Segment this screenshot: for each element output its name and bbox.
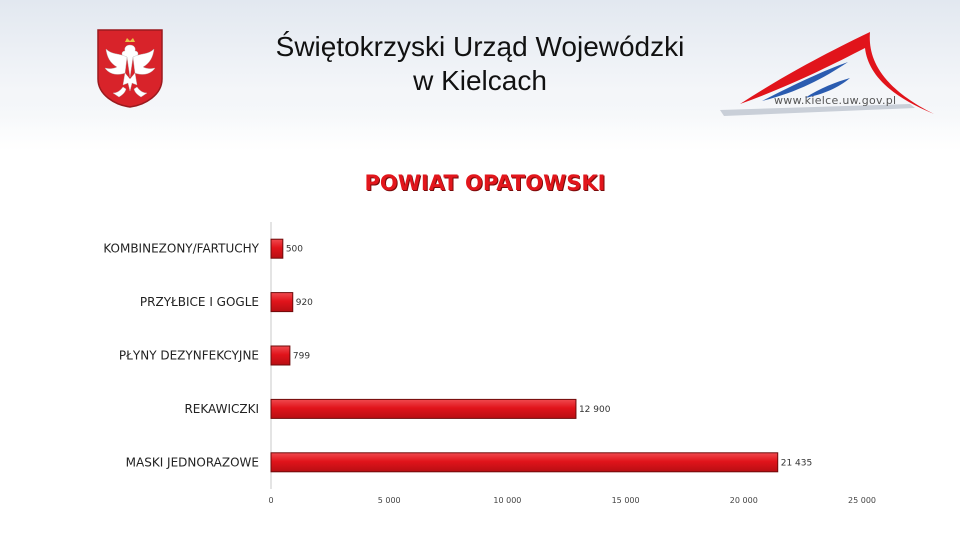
x-tick-label-1: 5 000 [378,496,401,505]
category-label-4: MASKI JEDNORAZOWE [126,455,259,469]
x-tick-label-2: 10 000 [493,496,521,505]
white-eagle-emblem-icon [97,29,163,108]
organization-title: Świętokrzyski Urząd Wojewódzki w Kielcac… [180,30,780,98]
bar-4 [270,452,779,473]
x-tick-label-5: 25 000 [848,496,876,505]
bar-3 [270,398,577,419]
organization-title-line1: Świętokrzyski Urząd Wojewódzki [275,31,685,62]
bar-0 [270,238,284,259]
chart-title: POWIAT OPATOWSKI [364,171,606,195]
x-tick-label-3: 15 000 [612,496,640,505]
mountain-logo-icon [720,32,934,116]
value-label-1: 920 [296,298,313,308]
bar-2 [270,345,291,366]
category-label-2: PŁYNY DEZYNFEKCYJNE [119,349,259,363]
category-label-3: REKAWICZKI [184,402,259,416]
value-label-0: 500 [286,245,303,255]
x-tick-label-4: 20 000 [730,496,758,505]
category-label-1: PRZYŁBICE I GOGLE [140,295,259,309]
organization-title-line2: w Kielcach [413,65,547,96]
x-tick-label-0: 0 [268,496,273,505]
website-url: www.kielce.uw.gov.pl [774,94,897,107]
value-label-2: 799 [293,352,310,362]
category-label-0: KOMBINEZONY/FARTUCHY [103,242,259,256]
value-label-4: 21 435 [781,458,813,468]
value-label-3: 12 900 [579,405,611,415]
bar-1 [270,292,294,313]
